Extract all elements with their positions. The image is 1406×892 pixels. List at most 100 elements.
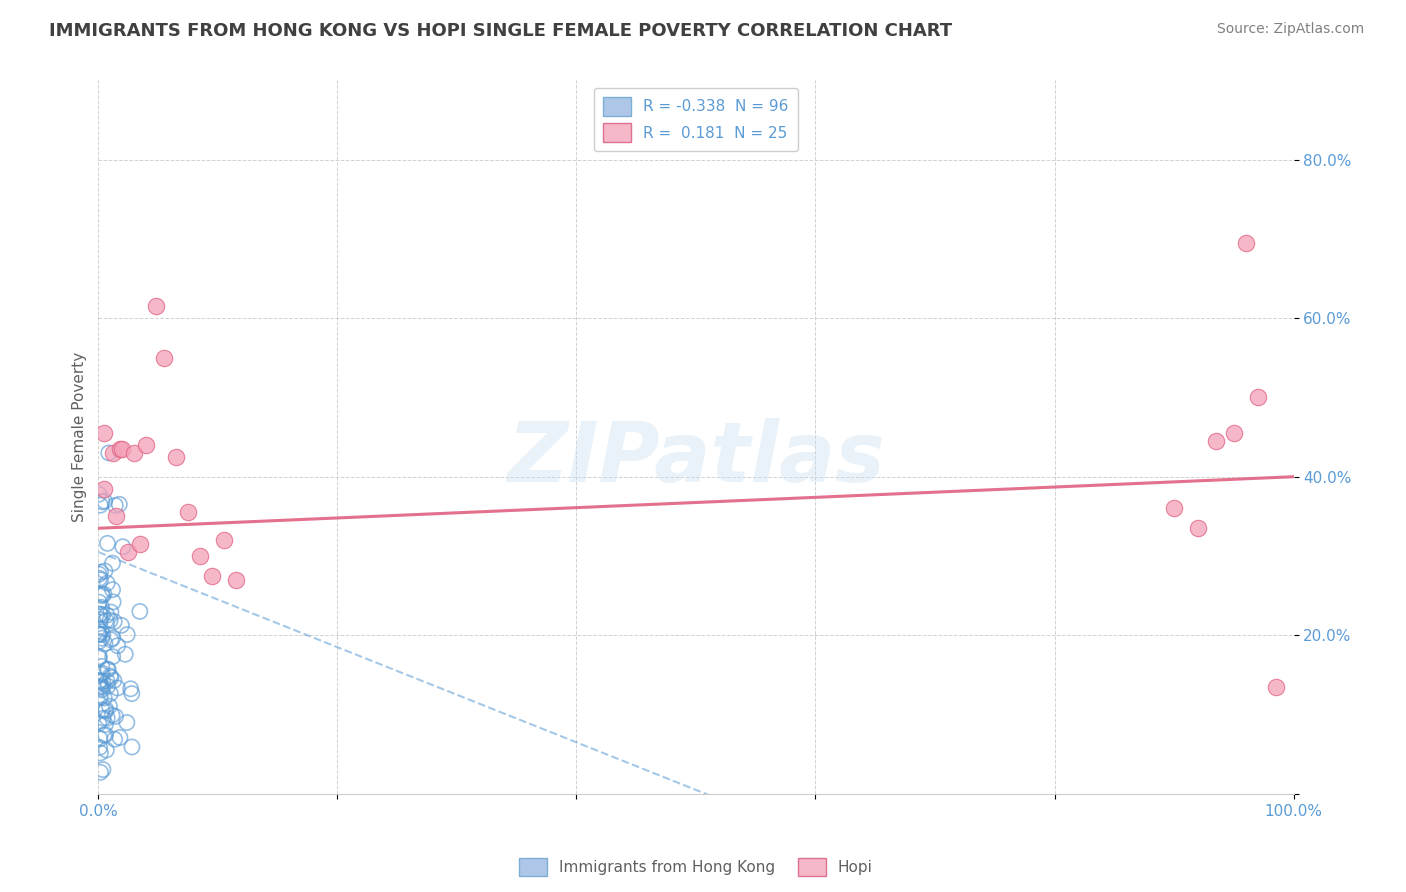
Point: [1234, 235, 1257, 250]
Point: [177, 505, 200, 519]
Point: [90, 679, 112, 693]
Point: [97, 679, 120, 693]
Point: [108, 442, 131, 456]
Point: [98, 699, 121, 714]
Point: [94, 564, 117, 578]
Point: [91, 495, 114, 509]
Point: [89, 746, 111, 760]
Point: [188, 549, 211, 563]
Point: [1187, 521, 1209, 535]
Point: [91, 674, 114, 689]
Point: [165, 450, 187, 464]
Point: [87, 627, 110, 641]
Point: [100, 671, 122, 685]
Point: [1247, 391, 1270, 405]
Point: [135, 438, 157, 452]
Point: [128, 604, 150, 618]
Point: [97, 662, 120, 676]
Point: [96, 743, 118, 757]
Point: [115, 715, 138, 730]
Point: [108, 497, 131, 511]
Point: [1163, 501, 1185, 516]
Point: [90, 667, 112, 681]
Point: [89, 690, 111, 705]
Point: [89, 498, 111, 512]
Point: [91, 703, 114, 717]
Point: [94, 702, 117, 716]
Point: [110, 618, 132, 632]
Point: [94, 636, 117, 650]
Point: [114, 647, 136, 661]
Point: [117, 545, 139, 559]
Point: [121, 687, 143, 701]
Point: [111, 442, 134, 456]
Point: [1205, 434, 1227, 448]
Point: [96, 674, 118, 689]
Point: [101, 632, 124, 646]
Point: [98, 669, 121, 683]
Point: [212, 533, 235, 548]
Point: [89, 595, 111, 609]
Point: [96, 536, 118, 550]
Point: [90, 683, 112, 698]
Point: [90, 659, 112, 673]
Point: [91, 711, 114, 725]
Point: [107, 639, 129, 653]
Legend: Immigrants from Hong Kong, Hopi: Immigrants from Hong Kong, Hopi: [513, 852, 879, 882]
Point: [201, 569, 224, 583]
Point: [91, 608, 114, 623]
Point: [93, 494, 115, 508]
Point: [87, 627, 110, 641]
Point: [90, 600, 112, 615]
Point: [101, 708, 124, 723]
Point: [89, 627, 111, 641]
Point: [96, 711, 118, 725]
Point: [91, 587, 114, 601]
Text: ZIPatlas: ZIPatlas: [508, 418, 884, 499]
Point: [96, 608, 118, 623]
Point: [89, 740, 111, 755]
Point: [101, 649, 124, 664]
Point: [89, 571, 111, 585]
Point: [91, 763, 114, 777]
Point: [89, 731, 111, 746]
Point: [98, 613, 121, 627]
Point: [108, 731, 131, 745]
Point: [89, 613, 111, 627]
Point: [89, 607, 111, 622]
Point: [1264, 680, 1286, 694]
Point: [91, 589, 114, 603]
Point: [90, 573, 112, 587]
Point: [129, 537, 152, 551]
Point: [105, 509, 128, 524]
Point: [89, 649, 111, 664]
Point: [94, 704, 117, 718]
Point: [89, 680, 111, 694]
Point: [145, 299, 167, 313]
Point: [93, 587, 115, 601]
Point: [87, 567, 110, 582]
Y-axis label: Single Female Poverty: Single Female Poverty: [72, 352, 87, 522]
Point: [87, 487, 110, 501]
Point: [90, 631, 112, 645]
Point: [87, 716, 110, 731]
Point: [103, 615, 125, 629]
Point: [100, 605, 122, 619]
Point: [101, 446, 124, 460]
Point: [91, 666, 114, 681]
Point: [96, 576, 118, 591]
Point: [89, 607, 111, 621]
Point: [90, 624, 112, 639]
Point: [89, 651, 111, 665]
Point: [93, 426, 115, 441]
Point: [93, 728, 115, 742]
Point: [104, 709, 127, 723]
Point: [98, 687, 121, 701]
Point: [97, 446, 120, 460]
Point: [103, 732, 125, 747]
Point: [90, 565, 112, 579]
Point: [94, 614, 117, 628]
Point: [90, 681, 112, 696]
Point: [87, 674, 110, 689]
Point: [89, 673, 111, 688]
